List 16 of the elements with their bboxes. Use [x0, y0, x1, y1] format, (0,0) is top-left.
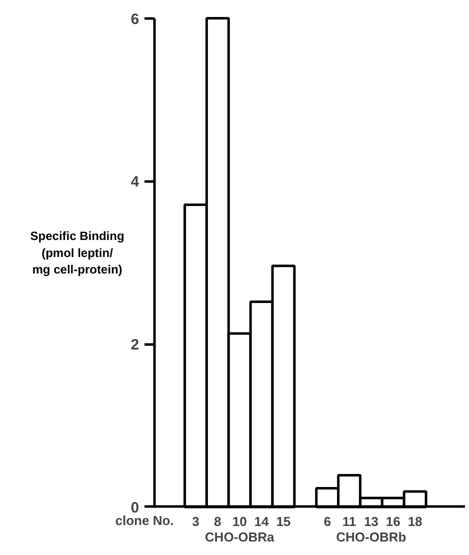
x-tick-label: 16: [386, 514, 400, 529]
series-label: CHO-OBRa: [204, 530, 276, 544]
x-tick-label: 18: [408, 514, 422, 529]
x-tick-label: 10: [232, 514, 247, 529]
x-tick-label: 11: [342, 514, 356, 529]
x-tick-label: 6: [324, 514, 331, 529]
x-tick-label: 15: [276, 514, 291, 529]
y-tick-label: 4: [130, 174, 140, 191]
y-tick-label: 6: [130, 10, 140, 28]
x-tick-label: 8: [214, 514, 222, 529]
y-tick-label: 2: [130, 336, 140, 354]
y-axis-title: Specific Binding (pmol leptin/ mg cell-protein): [30, 229, 124, 277]
x-tick-label: 3: [192, 514, 200, 529]
x-tick-label: 13: [364, 514, 378, 529]
series-label: CHO-OBRb: [336, 530, 406, 544]
x-tick-label: 14: [254, 514, 270, 529]
